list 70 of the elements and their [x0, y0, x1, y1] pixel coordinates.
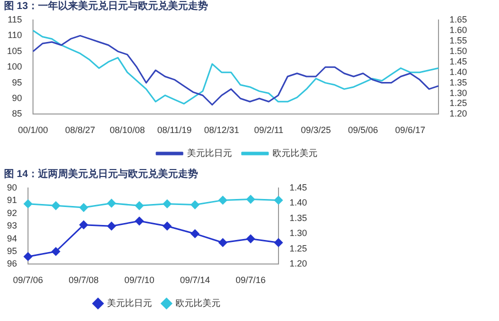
- y2-tick-label: 1.20: [449, 108, 468, 119]
- x-tick-label: 09/3/25: [300, 125, 331, 136]
- point: [190, 229, 200, 238]
- point: [52, 201, 60, 210]
- y-tick-label: 110: [8, 30, 22, 40]
- y2-tick-label: 1.40: [449, 66, 468, 77]
- point: [218, 238, 228, 247]
- point: [135, 201, 144, 210]
- chart-title: 图 14：近两周美元兑日元与欧元兑美元走势: [4, 168, 198, 180]
- point: [162, 200, 172, 208]
- y2-tick-label: 1.40: [289, 198, 308, 208]
- y-tick-label: 100: [6, 62, 22, 72]
- x-tick-label: 09/7/16: [236, 275, 266, 286]
- y2-tick-label: 1.65: [449, 14, 468, 24]
- point: [24, 252, 32, 261]
- x-tick-label: 08/8/27: [65, 125, 96, 136]
- legend-label: 欧元比美元: [176, 298, 220, 308]
- chart-title: 图 13：一年以来美元兑日元与欧元兑美元走势: [4, 0, 208, 12]
- y2-tick-label: 1.35: [449, 77, 468, 88]
- y2-tick-label: 1.30: [289, 228, 308, 238]
- y2-tick-label: 1.35: [289, 212, 308, 223]
- y2-tick-label: 1.55: [449, 35, 468, 46]
- point: [24, 200, 32, 208]
- y-tick-label: 91: [6, 195, 18, 206]
- x-tick-label: 08/11/19: [157, 125, 192, 136]
- y2-tick-label: 1.45: [449, 56, 468, 66]
- y-tick-label: 93: [6, 220, 18, 231]
- x-tick-label: 08/12/31: [204, 125, 240, 136]
- x-tick-label: 09/2/11: [254, 125, 284, 136]
- x-tick-label: 09/5/06: [348, 125, 378, 136]
- y-tick-label: 94: [6, 233, 18, 244]
- y2-tick-label: 1.50: [449, 46, 468, 56]
- y2-tick-label: 1.30: [449, 88, 468, 98]
- legend-label: 美元比日元: [187, 148, 232, 158]
- x-tick-label: 00/1/00: [18, 125, 48, 136]
- point: [107, 198, 116, 208]
- x-tick-label: 09/7/14: [180, 275, 210, 286]
- y-tick-label: 105: [6, 46, 22, 56]
- point: [190, 200, 200, 210]
- point: [246, 234, 255, 244]
- y2-tick-label: 1.60: [449, 24, 468, 35]
- y-tick-label: 115: [8, 14, 22, 24]
- y-tick-label: 90: [6, 182, 18, 192]
- y-tick-label: 95: [6, 246, 18, 256]
- point: [218, 196, 228, 204]
- point: [107, 222, 116, 230]
- point: [274, 238, 283, 247]
- y2-tick-label: 1.20: [289, 258, 308, 269]
- x-tick-label: 09/7/10: [124, 275, 154, 286]
- legend-label: 美元比日元: [107, 298, 152, 308]
- x-tick-label: 09/7/06: [12, 275, 44, 286]
- y-tick-label: 85: [12, 108, 22, 119]
- y2-tick-label: 1.25: [449, 98, 468, 108]
- x-tick-label: 09/6/17: [395, 125, 426, 136]
- y-tick-label: 90: [12, 92, 22, 103]
- y-tick-label: 95: [12, 77, 22, 88]
- y2-tick-label: 1.45: [289, 182, 308, 192]
- x-tick-label: 09/7/08: [68, 275, 99, 286]
- y2-tick-label: 1.25: [289, 243, 308, 254]
- y-tick-label: 92: [6, 208, 18, 218]
- point: [79, 203, 88, 212]
- point: [162, 222, 172, 230]
- point: [79, 220, 88, 230]
- point: [246, 195, 255, 204]
- y-tick-label: 96: [6, 258, 18, 269]
- point: [52, 247, 60, 256]
- point: [274, 196, 283, 204]
- point: [135, 216, 144, 226]
- x-tick-label: 08/10/08: [110, 125, 145, 136]
- legend-label: 欧元比美元: [272, 148, 318, 158]
